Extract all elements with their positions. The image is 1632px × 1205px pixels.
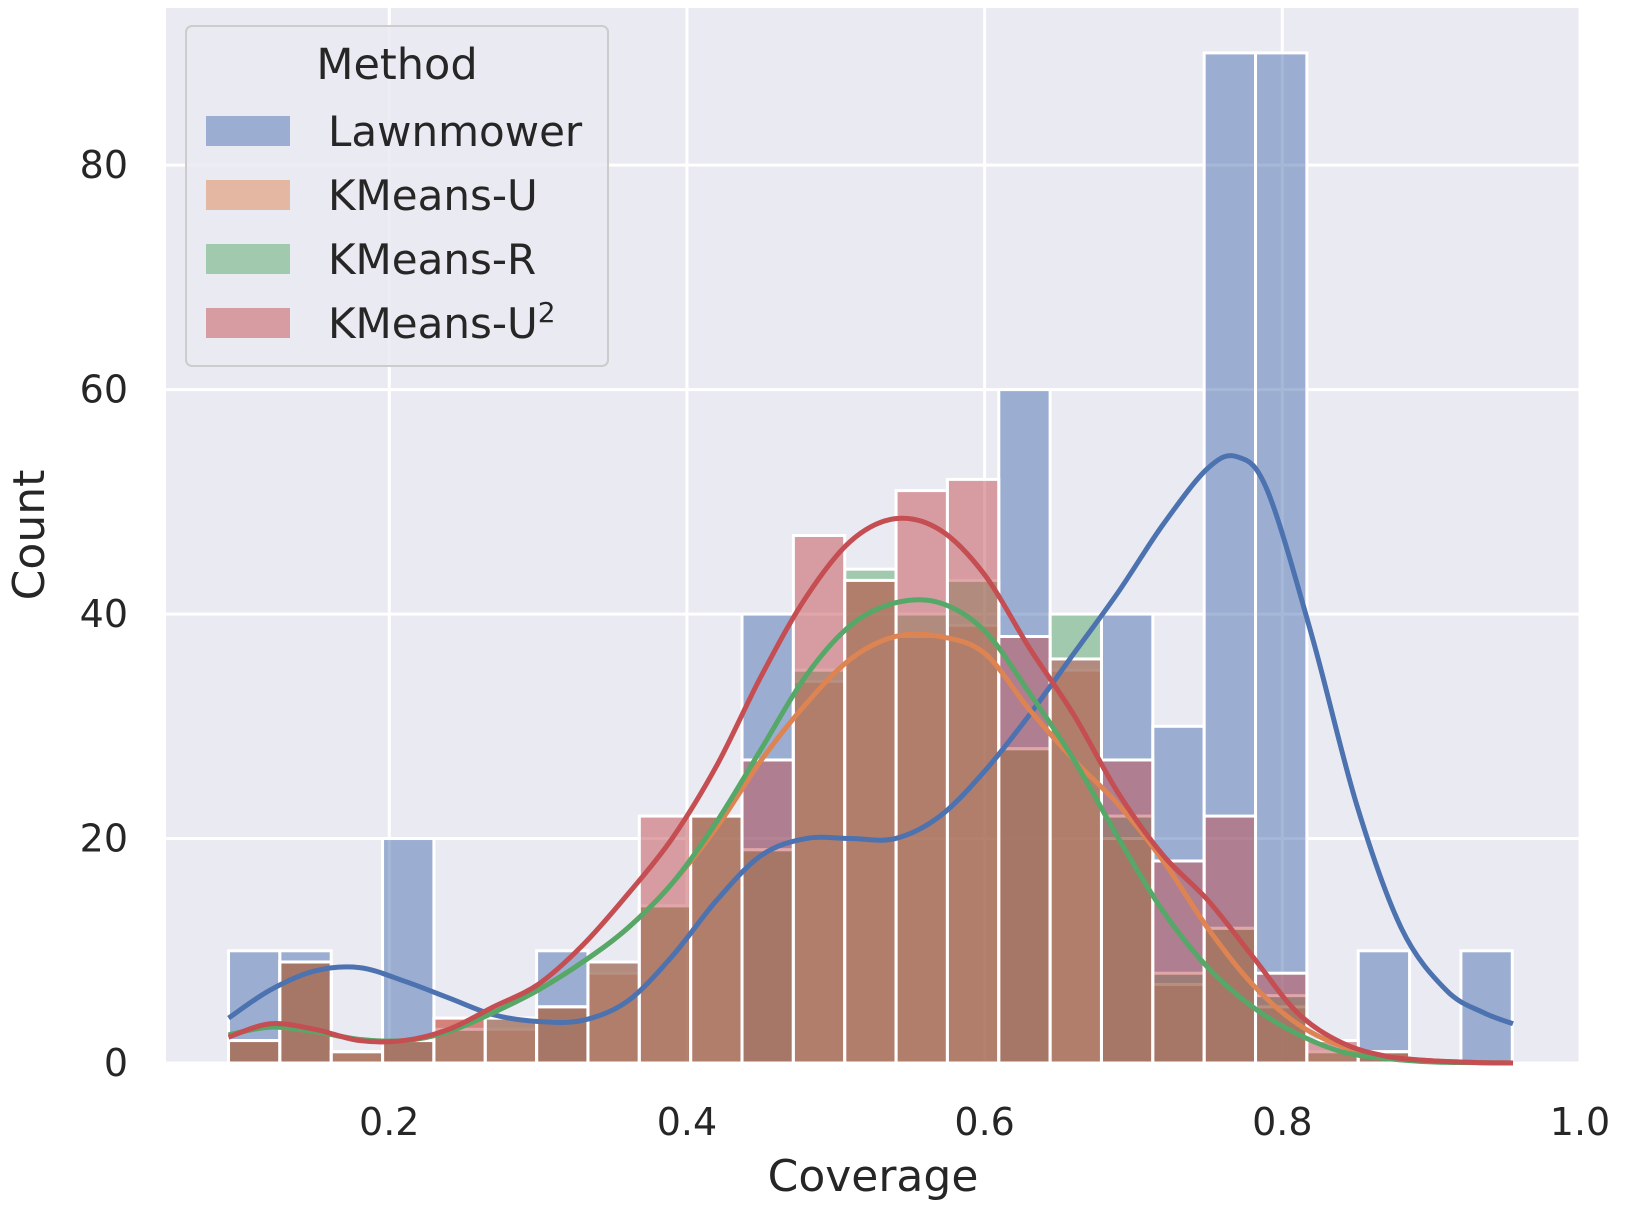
y-tick-labels: 0 20 40 60 80	[80, 143, 128, 1085]
kde-curves	[227, 453, 1514, 1066]
x-tick-label: 0.6	[954, 1100, 1014, 1144]
y-tick-label: 0	[104, 1041, 128, 1085]
legend-swatch	[206, 244, 290, 274]
y-axis-label: Count	[4, 470, 55, 601]
legend-title: Method	[316, 40, 477, 90]
x-tick-label: 1.0	[1550, 1100, 1610, 1144]
x-tick-labels: 0.2 0.4 0.6 0.8 1.0	[359, 1100, 1610, 1144]
legend-swatch	[206, 180, 290, 210]
histogram-bar	[791, 534, 847, 1065]
histogram-bar	[945, 477, 1001, 1065]
histogram-bar	[586, 960, 641, 1065]
legend-label: KMeans-U2	[328, 296, 556, 348]
histogram-bar	[381, 837, 436, 1065]
histogram-bar	[278, 960, 333, 1065]
legend-label: KMeans-R	[328, 235, 536, 284]
x-tick-label: 0.2	[359, 1100, 419, 1144]
histogram-bar	[535, 1005, 590, 1065]
kde-curve-0	[227, 453, 1514, 1027]
legend-frame	[185, 25, 609, 367]
x-tick-label: 0.8	[1252, 1100, 1312, 1144]
histogram-bar	[637, 814, 693, 1065]
y-tick-label: 40	[80, 592, 128, 636]
histogram-bar	[1356, 949, 1412, 1065]
histogram-bar	[227, 1039, 282, 1065]
legend-label: Lawnmower	[328, 107, 583, 156]
legend-label: KMeans-U	[328, 171, 538, 220]
kde-curve-3	[227, 515, 1514, 1066]
x-tick-label: 0.4	[657, 1100, 717, 1144]
legend-swatch	[206, 116, 290, 146]
histogram-bars	[227, 51, 1514, 1065]
histogram-bar	[894, 489, 949, 1065]
legend-entries: Lawnmower KMeans-U KMeans-R KMeans-U2	[206, 107, 583, 348]
histogram-bar	[1202, 814, 1258, 1065]
y-tick-label: 80	[80, 143, 128, 187]
legend-swatch	[206, 308, 290, 338]
y-tick-label: 60	[80, 368, 128, 412]
histogram-bar	[740, 758, 795, 1065]
y-tick-label: 20	[80, 817, 128, 861]
histogram-bar	[329, 1050, 385, 1065]
x-axis-label: Coverage	[768, 1151, 979, 1202]
legend: Method Lawnmower KMeans-U KMeans-R KMeans-U…	[185, 25, 609, 367]
histogram-bar	[483, 1016, 539, 1065]
histogram-bar	[1151, 859, 1206, 1065]
histogram-bar	[1254, 971, 1309, 1065]
histogram-bar	[843, 578, 898, 1065]
histogram-bar	[689, 814, 744, 1065]
histogram-bar	[1254, 51, 1309, 1065]
